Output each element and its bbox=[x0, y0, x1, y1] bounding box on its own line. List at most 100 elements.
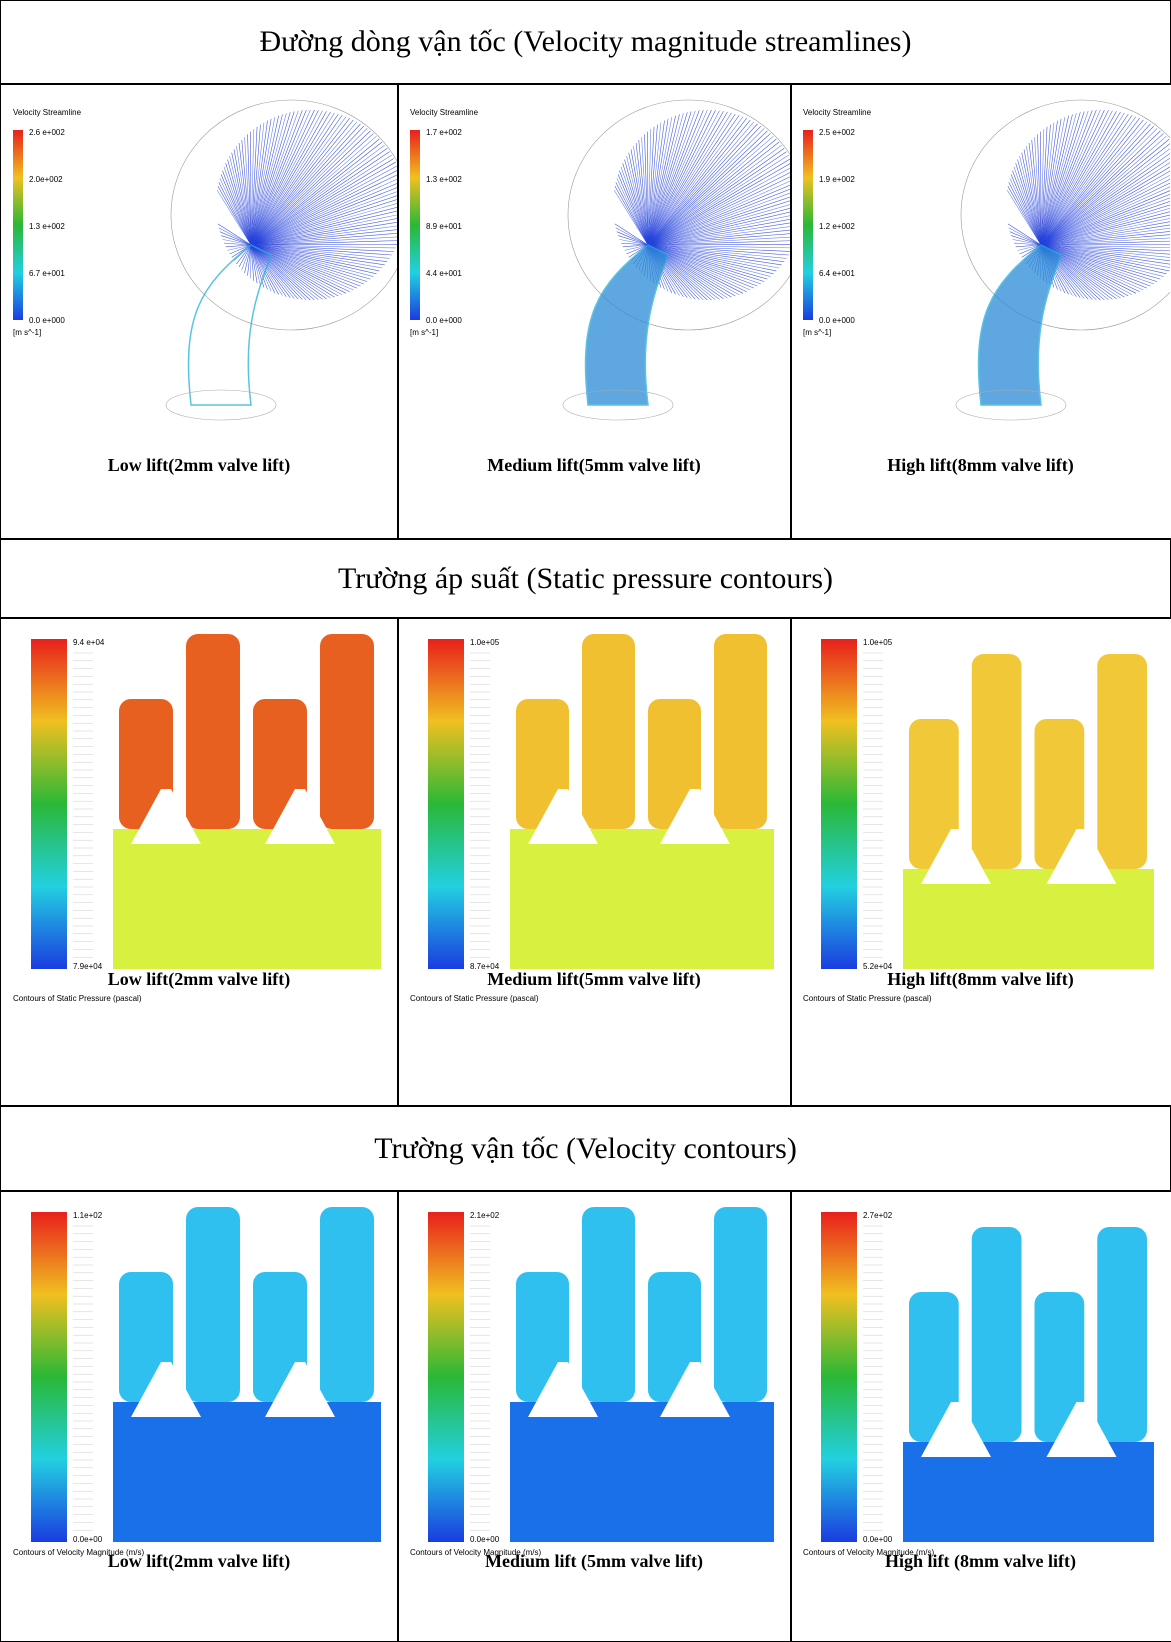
panel-figure: Velocity Streamline 2.6 e+002 2.0e+002 1.3 … bbox=[1, 85, 397, 538]
panel: 9.4 e+04 7.9e+04 Contours of Static Pressu… bbox=[0, 618, 399, 1106]
color-bar bbox=[803, 130, 813, 320]
legend-label: 1.0e+05 bbox=[863, 638, 893, 647]
panel-figure: 9.4 e+04 7.9e+04 Contours of Static Pressu… bbox=[1, 619, 397, 1105]
section-title: Trường vận tốc (Velocity contours) bbox=[374, 1132, 797, 1166]
legend-label: 0.0 e+000 bbox=[819, 316, 855, 325]
color-bar bbox=[31, 639, 67, 969]
legend-label: 2.0e+002 bbox=[29, 175, 63, 184]
legend-unit: [m s^-1] bbox=[803, 328, 831, 337]
legend-label: 7.9e+04 bbox=[73, 962, 103, 971]
caption: Low lift(2mm valve lift) bbox=[108, 1551, 290, 1572]
legend-label: 2.5 e+002 bbox=[819, 128, 855, 137]
caption: High lift (8mm valve lift) bbox=[885, 1551, 1076, 1572]
legend-label: 6.7 e+001 bbox=[29, 269, 65, 278]
caption: High lift(8mm valve lift) bbox=[887, 969, 1073, 990]
legend-label: 9.4 e+04 bbox=[73, 638, 105, 647]
streamline bbox=[1020, 156, 1041, 245]
cylinder bbox=[113, 829, 381, 969]
section-title: Trường áp suất (Static pressure contours… bbox=[338, 562, 833, 596]
section-header: Trường áp suất (Static pressure contours… bbox=[0, 539, 1171, 618]
panel: Velocity Streamline 1.7 e+002 1.3 e+002 8.9… bbox=[397, 84, 792, 539]
streamline bbox=[1041, 118, 1140, 245]
panel-figure: 1.0e+058.7e+04Contours of Static Pressur… bbox=[398, 619, 790, 1105]
panel-figure: 2.1e+020.0e+00Contours of Velocity Magni… bbox=[398, 1192, 790, 1641]
legend-label: 1.7 e+002 bbox=[426, 128, 462, 137]
legend-label: 1.2 e+002 bbox=[819, 222, 855, 231]
legend-label: 0.0e+00 bbox=[863, 1535, 893, 1544]
port bbox=[320, 634, 374, 829]
legend-label: 1.9 e+002 bbox=[819, 175, 855, 184]
legend-label: 8.9 e+001 bbox=[426, 222, 462, 231]
color-bar bbox=[31, 1212, 67, 1542]
legend-unit: [m s^-1] bbox=[410, 328, 438, 337]
caption: Low lift(2mm valve lift) bbox=[108, 455, 290, 476]
streamline bbox=[251, 118, 350, 245]
legend-label: 1.0e+05 bbox=[470, 638, 500, 647]
port bbox=[1097, 654, 1147, 869]
color-bar bbox=[428, 1212, 464, 1542]
legend-title: Velocity Streamline bbox=[13, 108, 82, 117]
port bbox=[582, 1207, 635, 1402]
streamline bbox=[230, 156, 251, 245]
figure-footer: Contours of Static Pressure (pascal) bbox=[410, 994, 539, 1003]
section-header: Đường dòng vận tốc (Velocity magnitude s… bbox=[0, 0, 1171, 84]
document: Đường dòng vận tốc (Velocity magnitude s… bbox=[0, 0, 1171, 1642]
caption: Medium lift (5mm valve lift) bbox=[485, 1551, 703, 1572]
panel: Velocity Streamline 2.6 e+002 2.0e+002 1.3 … bbox=[0, 84, 399, 539]
port bbox=[186, 1207, 240, 1402]
port bbox=[1097, 1227, 1147, 1442]
streamline bbox=[648, 148, 784, 245]
caption: Medium lift(5mm valve lift) bbox=[487, 455, 700, 476]
port bbox=[186, 634, 240, 829]
streamline-bundle bbox=[586, 245, 669, 405]
color-bar bbox=[821, 1212, 857, 1542]
legend-label: 0.0 e+000 bbox=[29, 316, 65, 325]
port bbox=[714, 634, 767, 829]
port bbox=[582, 634, 635, 829]
legend-label: 2.7e+02 bbox=[863, 1211, 893, 1220]
port bbox=[972, 654, 1022, 869]
legend-label: 2.1e+02 bbox=[470, 1211, 500, 1220]
legend-label: 1.1e+02 bbox=[73, 1211, 103, 1220]
section-title: Đường dòng vận tốc (Velocity magnitude s… bbox=[260, 25, 912, 59]
figure-footer: Contours of Static Pressure (pascal) bbox=[13, 994, 142, 1003]
panel-figure: 1.0e+055.2e+04Contours of Static Pressur… bbox=[791, 619, 1170, 1105]
legend-label: 0.0 e+000 bbox=[426, 316, 462, 325]
caption: Medium lift(5mm valve lift) bbox=[487, 969, 700, 990]
legend-title: Velocity Streamline bbox=[803, 108, 872, 117]
streamline bbox=[648, 118, 747, 245]
color-bar bbox=[428, 639, 464, 969]
section-header: Trường vận tốc (Velocity contours) bbox=[0, 1106, 1171, 1191]
legend-label: 6.4 e+001 bbox=[819, 269, 855, 278]
figure-footer: Contours of Static Pressure (pascal) bbox=[803, 994, 932, 1003]
legend-label: 1.3 e+002 bbox=[426, 175, 462, 184]
panel: 2.7e+020.0e+00Contours of Velocity Magni… bbox=[790, 1191, 1171, 1642]
legend-title: Velocity Streamline bbox=[410, 108, 479, 117]
legend-label: 1.3 e+002 bbox=[29, 222, 65, 231]
streamline-bundle bbox=[189, 245, 272, 405]
streamline bbox=[627, 156, 648, 245]
panel: Velocity Streamline 2.5 e+002 1.9 e+002 1.2… bbox=[790, 84, 1171, 539]
port bbox=[320, 1207, 374, 1402]
streamline-bundle bbox=[979, 245, 1062, 405]
panel: 1.1e+020.0e+00Contours of Velocity Magni… bbox=[0, 1191, 399, 1642]
cylinder bbox=[113, 1402, 381, 1542]
streamline bbox=[239, 245, 251, 267]
panel-figure: Velocity Streamline 1.7 e+002 1.3 e+002 8.9… bbox=[398, 85, 790, 538]
panel-figure: Velocity Streamline 2.5 e+002 1.9 e+002 1.2… bbox=[791, 85, 1170, 538]
legend-label: 2.6 e+002 bbox=[29, 128, 65, 137]
color-bar bbox=[821, 639, 857, 969]
color-bar bbox=[410, 130, 420, 320]
legend-label: 4.4 e+001 bbox=[426, 269, 462, 278]
cylinder bbox=[510, 1402, 774, 1542]
caption: High lift(8mm valve lift) bbox=[887, 455, 1073, 476]
caption: Low lift(2mm valve lift) bbox=[108, 969, 290, 990]
streamline bbox=[251, 148, 387, 245]
legend-label: 0.0e+00 bbox=[73, 1535, 103, 1544]
cylinder bbox=[510, 829, 774, 969]
port bbox=[972, 1227, 1022, 1442]
legend-unit: [m s^-1] bbox=[13, 328, 41, 337]
legend-label: 0.0e+00 bbox=[470, 1535, 500, 1544]
